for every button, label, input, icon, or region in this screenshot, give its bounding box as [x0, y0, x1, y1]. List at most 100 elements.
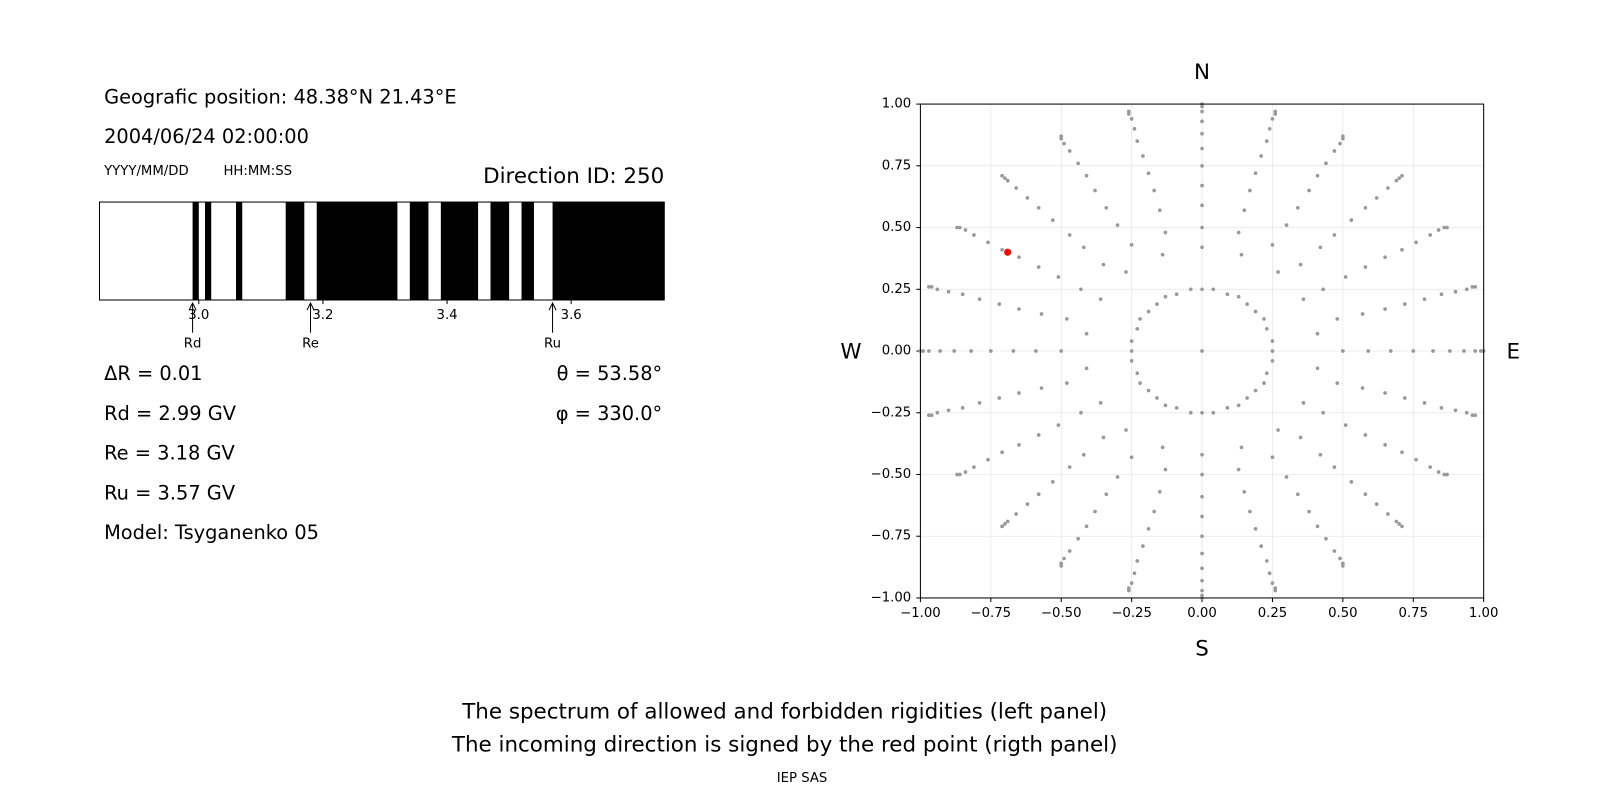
grid-point	[1315, 173, 1320, 178]
grid-point	[1200, 131, 1204, 136]
grid-point	[1253, 388, 1258, 393]
grid-point	[1439, 292, 1444, 297]
forbidden-band	[285, 202, 305, 300]
grid-point	[1188, 287, 1193, 292]
x-tick-label: 3.4	[437, 308, 458, 323]
grid-point	[1324, 161, 1328, 166]
x-tick-label: 0.25	[1258, 606, 1288, 621]
grid-point	[1200, 472, 1204, 477]
grid-point	[935, 410, 940, 415]
grid-point	[1341, 564, 1345, 568]
grid-point	[1132, 126, 1137, 131]
forbidden-band	[236, 202, 243, 300]
plot-frame	[919, 103, 1485, 599]
grid-point	[1188, 410, 1193, 415]
grid-point	[1338, 556, 1342, 561]
grid-point	[1014, 512, 1018, 516]
grid-point	[935, 287, 940, 292]
grid-point	[1084, 331, 1089, 336]
grid-point	[958, 225, 962, 230]
grid-point	[997, 302, 1002, 306]
grid-point	[1462, 349, 1466, 353]
grid-point	[1236, 467, 1241, 472]
grid-point	[1200, 578, 1204, 583]
grid-point	[1056, 423, 1061, 427]
grid-point	[1211, 410, 1216, 415]
grid-point	[1360, 312, 1365, 316]
grid-point	[1129, 359, 1134, 363]
grid-point	[1295, 492, 1300, 497]
grid-point	[1034, 349, 1038, 353]
grid-point	[1270, 349, 1275, 353]
grid-point	[1366, 349, 1371, 353]
grid-point	[1081, 452, 1086, 457]
grid-point	[927, 349, 931, 353]
grid-point	[1321, 287, 1325, 292]
spectrum-frame	[98, 201, 665, 301]
grid-point	[1079, 287, 1083, 292]
grid-point	[1115, 475, 1120, 479]
forbidden-band	[205, 202, 212, 300]
delta-r: ΔR = 0.01	[104, 362, 202, 385]
forbidden-band	[316, 202, 398, 300]
grid-point	[1298, 435, 1303, 440]
marker-label: Rd	[184, 336, 202, 351]
grid-point	[1135, 559, 1140, 563]
grid-point	[1129, 455, 1134, 460]
grid-point	[1200, 494, 1204, 499]
grid-point	[1152, 509, 1156, 514]
grid-point	[1174, 292, 1179, 297]
grid-point	[1098, 297, 1103, 301]
grid-point	[1155, 302, 1159, 306]
date-format: YYYY/MM/DD	[103, 164, 189, 179]
x-tick-label: −0.50	[1041, 606, 1082, 621]
grid-point	[1383, 307, 1387, 311]
grid-point	[1157, 489, 1162, 494]
grid-point	[972, 465, 976, 469]
grid-point	[1163, 403, 1168, 408]
grid-point	[963, 470, 968, 474]
grid-point	[1124, 270, 1128, 274]
grid-point	[1081, 245, 1086, 250]
position: Geografic position: 48.38°N 21.43°E	[104, 85, 457, 108]
grid-point	[1059, 564, 1064, 568]
grid-point	[1383, 255, 1387, 260]
arrow-head	[548, 301, 557, 311]
compass-label: E	[1506, 340, 1520, 365]
grid-point	[1298, 262, 1303, 267]
grid-point	[946, 408, 951, 413]
grid-point	[1011, 349, 1016, 353]
grid-point	[1394, 178, 1399, 183]
grid-point	[1160, 445, 1165, 450]
ru: Ru = 3.57 GV	[104, 481, 236, 504]
grid-point	[1124, 428, 1128, 432]
grid-point	[1318, 452, 1323, 457]
grid-point	[986, 457, 990, 462]
grid-point	[1470, 413, 1475, 418]
grid-point	[1200, 551, 1204, 556]
grid-point	[960, 292, 965, 297]
grid-point	[1200, 452, 1204, 457]
grid-point	[1315, 331, 1320, 336]
grid-point	[1115, 223, 1120, 227]
x-tick-label: 3.2	[312, 308, 333, 323]
grid-point	[1200, 410, 1204, 415]
grid-point	[1453, 408, 1458, 413]
grid-point	[1129, 339, 1134, 343]
grid-point	[1025, 502, 1030, 506]
grid-point	[1200, 534, 1204, 539]
grid-point	[1036, 205, 1041, 210]
grid-point	[927, 413, 931, 418]
forbidden-band	[552, 202, 665, 300]
grid-point	[1093, 188, 1097, 193]
grid-point	[1067, 465, 1072, 469]
direction-point	[1004, 248, 1012, 256]
grid-point	[1332, 549, 1337, 553]
grid-point	[1135, 371, 1140, 376]
grid-point	[1332, 465, 1337, 469]
grid-point	[1062, 141, 1066, 146]
grid-point	[1104, 205, 1109, 210]
grid-point	[1295, 205, 1300, 210]
grid-point	[1411, 349, 1416, 353]
grid-point	[1126, 109, 1131, 114]
